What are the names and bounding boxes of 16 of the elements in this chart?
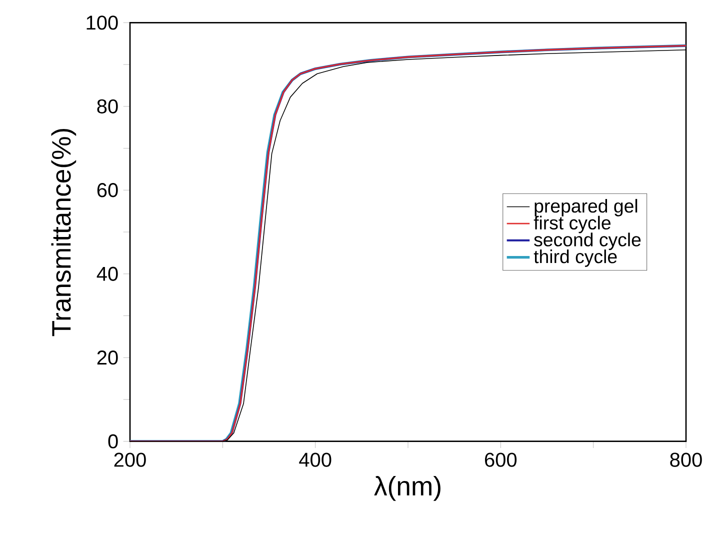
y-tick-label: 100 [86, 15, 118, 30]
y-tick-label: 40 [96, 266, 118, 281]
legend-label: first cycle [534, 216, 611, 234]
y-tick-label: 0 [108, 434, 118, 448]
legend-label: second cycle [534, 232, 641, 250]
y-tick-label: 80 [97, 99, 118, 114]
y-axis-title: Transmittance(%) [51, 128, 76, 336]
x-tick-label: 800 [670, 452, 702, 467]
y-tick-label: 60 [97, 182, 118, 198]
x-axis-title: λ(nm) [374, 476, 440, 501]
legend-label: third cycle [534, 249, 617, 267]
x-tick-label: 400 [299, 452, 332, 467]
legend-label: prepared gel [534, 198, 638, 216]
x-tick-label: 200 [114, 452, 146, 467]
x-tick-label: 600 [485, 452, 517, 467]
y-tick-label: 20 [97, 350, 118, 365]
